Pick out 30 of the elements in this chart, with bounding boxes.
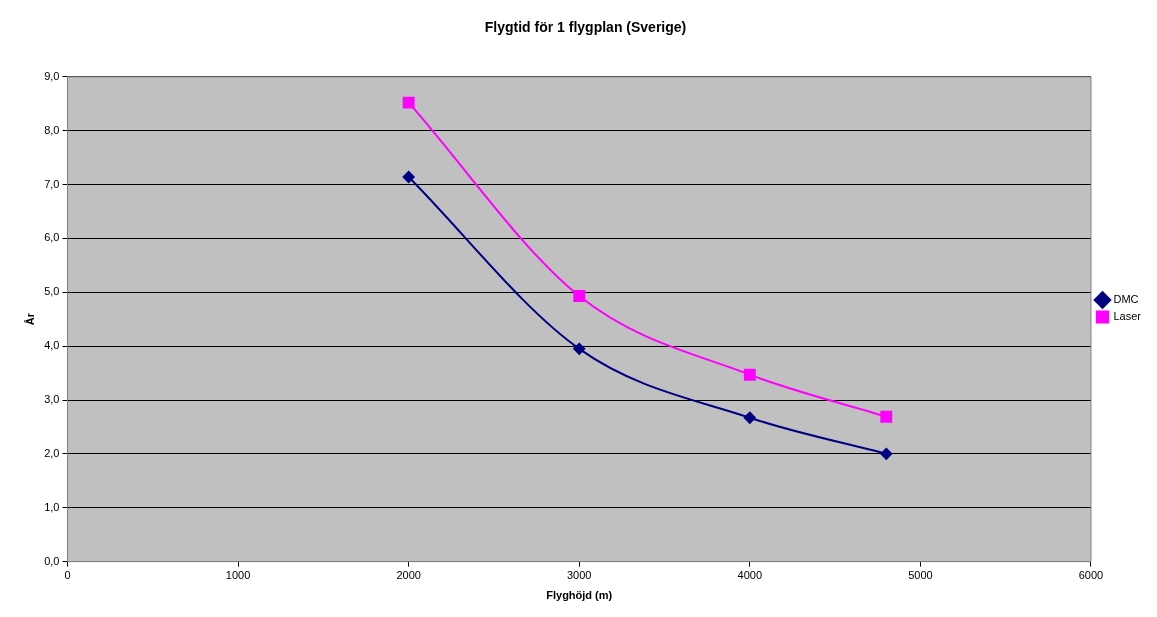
y-tick-label: 7,0 xyxy=(44,177,60,190)
point xyxy=(573,342,586,355)
point xyxy=(402,96,415,109)
x-tick-label: 2000 xyxy=(396,569,421,582)
y-tick-label: 1,0 xyxy=(44,500,60,513)
x-tick-label: 3000 xyxy=(567,569,592,582)
x-tick-label: 0 xyxy=(64,569,71,582)
y-tick-label: 2,0 xyxy=(44,446,60,459)
point xyxy=(743,368,756,381)
point xyxy=(743,411,756,424)
y-axis-title: År xyxy=(23,312,36,326)
x-tick-label: 6000 xyxy=(1078,569,1104,582)
y-tick-label: 0,0 xyxy=(44,554,60,567)
x-tick-label: 5000 xyxy=(908,569,933,582)
y-tick-label: 3,0 xyxy=(44,393,60,406)
legend-label: DMC xyxy=(1113,293,1139,306)
chart-title: Flygtid för 1 flygplan (Sverige) xyxy=(484,19,687,36)
legend-label: Laser xyxy=(1113,310,1142,323)
point xyxy=(573,290,586,302)
point xyxy=(880,447,893,460)
x-axis-title: Flyghöjd (m) xyxy=(546,589,613,602)
point xyxy=(402,170,415,183)
y-tick-label: 9,0 xyxy=(44,69,60,82)
y-tick-label: 8,0 xyxy=(44,123,60,136)
y-tick-label: 6,0 xyxy=(44,231,60,244)
x-tick-label: 4000 xyxy=(737,569,763,582)
x-tick-label: 1000 xyxy=(225,569,251,582)
point xyxy=(880,410,893,423)
y-tick-label: 5,0 xyxy=(44,285,60,298)
y-tick-label: 4,0 xyxy=(44,339,60,352)
